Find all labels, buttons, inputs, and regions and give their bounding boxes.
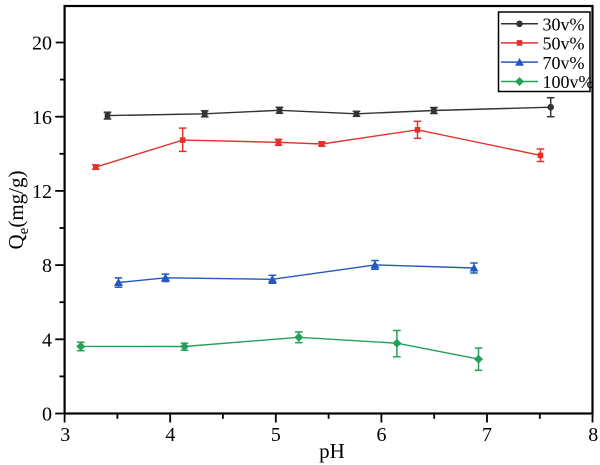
svg-text:100v%: 100v% — [543, 72, 594, 92]
svg-text:8: 8 — [42, 255, 52, 277]
svg-text:20: 20 — [32, 33, 52, 55]
svg-text:70v%: 70v% — [543, 53, 585, 73]
svg-text:50v%: 50v% — [543, 34, 585, 54]
svg-text:6: 6 — [377, 424, 387, 446]
svg-text:4: 4 — [165, 424, 175, 446]
svg-text:3: 3 — [60, 424, 70, 446]
svg-text:4: 4 — [42, 329, 52, 351]
svg-text:16: 16 — [32, 107, 52, 129]
svg-text:pH: pH — [319, 439, 345, 463]
svg-text:30v%: 30v% — [543, 15, 585, 35]
svg-text:8: 8 — [588, 424, 598, 446]
svg-text:0: 0 — [42, 404, 52, 426]
svg-text:12: 12 — [32, 181, 52, 203]
svg-text:7: 7 — [482, 424, 492, 446]
svg-text:Qe(mg/g): Qe(mg/g) — [4, 170, 32, 249]
svg-text:5: 5 — [271, 424, 281, 446]
